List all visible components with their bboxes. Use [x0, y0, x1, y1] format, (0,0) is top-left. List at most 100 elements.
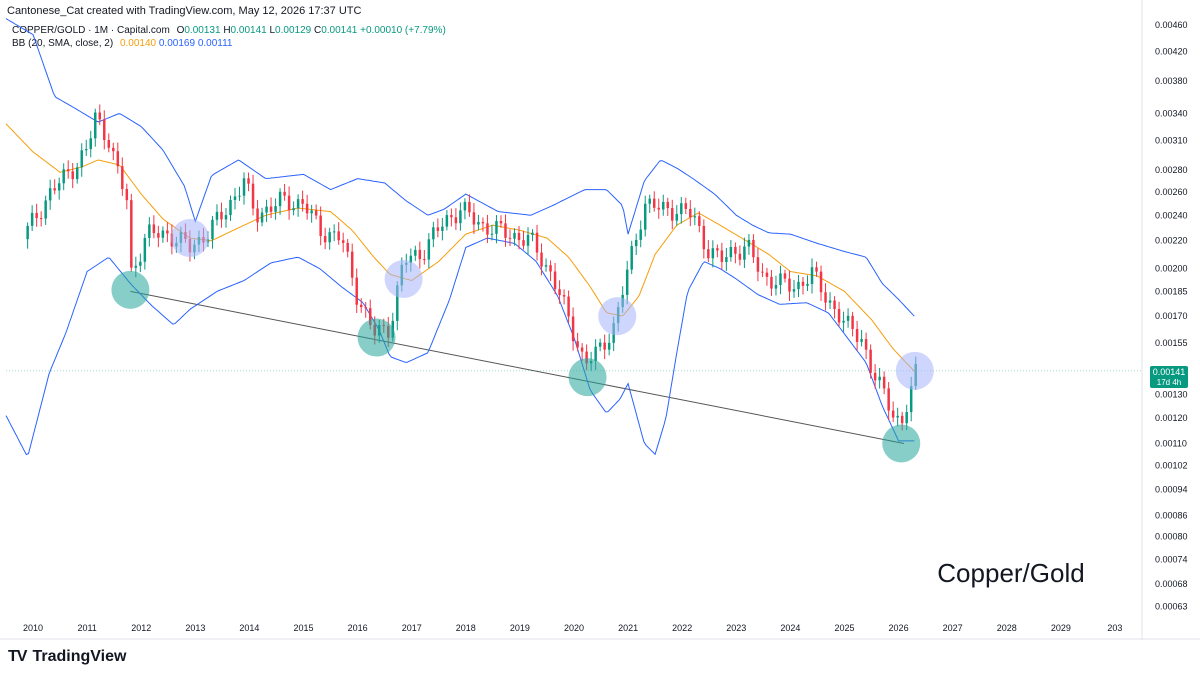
candle-body — [26, 225, 29, 240]
candle-body — [57, 183, 61, 191]
candle-body — [900, 415, 904, 424]
ohlc-change: +0.00010 (+7.79%) — [360, 25, 446, 36]
bb-label[interactable]: BB (20, SMA, close, 2) — [12, 38, 114, 49]
candle-body — [671, 208, 674, 221]
candle-body — [891, 410, 895, 418]
y-tick-label: 0.00170 — [1155, 311, 1188, 321]
candle-body — [477, 221, 480, 225]
candle-body — [359, 304, 363, 308]
candle-body — [369, 308, 372, 326]
candle-body — [562, 295, 566, 297]
candle-body — [436, 227, 440, 231]
candle-body — [693, 216, 697, 218]
candle-body — [396, 285, 399, 321]
candle-body — [684, 203, 688, 209]
x-tick-label: 2024 — [780, 623, 800, 633]
candle-body — [526, 234, 530, 246]
y-tick-label: 0.00185 — [1155, 286, 1188, 296]
x-tick-label: 203 — [1107, 623, 1122, 633]
candle-body — [517, 232, 521, 241]
candle-body — [743, 246, 746, 260]
y-tick-label: 0.00063 — [1155, 602, 1188, 612]
candle-body — [734, 246, 737, 254]
y-tick-label: 0.00110 — [1155, 439, 1187, 449]
green-circle-marker — [568, 358, 607, 397]
candle-body — [842, 320, 845, 323]
ohlc-close: C0.00141 — [313, 25, 358, 36]
y-tick-label: 0.00310 — [1155, 135, 1188, 145]
y-tick-label: 0.00220 — [1155, 236, 1188, 246]
candle-body — [242, 178, 246, 196]
candle-body — [639, 229, 642, 240]
price-tag-value: 0.00141 — [1153, 367, 1186, 377]
blue-circle-marker — [170, 219, 209, 258]
candle-body — [251, 183, 255, 209]
candle-body — [468, 201, 471, 213]
x-tick-label: 2011 — [77, 623, 96, 633]
bb-upper-band — [5, 18, 915, 317]
x-tick-label: 2025 — [834, 623, 854, 633]
green-circle-marker — [882, 424, 921, 463]
y-tick-label: 0.00086 — [1155, 511, 1188, 521]
y-tick-label: 0.00380 — [1155, 76, 1188, 86]
candle-body — [873, 372, 877, 381]
y-tick-label: 0.00340 — [1155, 108, 1188, 118]
bb-lower-band — [5, 237, 915, 456]
x-tick-label: 2021 — [618, 623, 638, 633]
candle-body — [783, 273, 787, 279]
candle-body — [445, 215, 449, 227]
candle-body — [472, 212, 476, 225]
candle-body — [80, 150, 83, 168]
candle-body — [427, 239, 431, 260]
candle-body — [274, 206, 277, 212]
tradingview-brand[interactable]: TV TradingView — [8, 648, 126, 666]
candle-body — [161, 230, 165, 238]
candle-body — [738, 253, 742, 260]
candle-body — [94, 112, 97, 139]
bb-upper-value: 0.00169 — [158, 38, 196, 49]
candle-body — [292, 208, 295, 211]
candle-body — [625, 269, 629, 295]
candle-body — [296, 199, 300, 209]
price-tag-box — [1150, 366, 1188, 388]
candle-body — [657, 207, 660, 210]
candle-body — [855, 328, 859, 342]
candle-body — [675, 214, 679, 221]
candle-body — [702, 225, 706, 250]
ohlc-open: O0.00131 — [176, 25, 221, 36]
candle-body — [265, 206, 268, 213]
blue-circle-marker — [384, 260, 423, 299]
candle-body — [662, 201, 665, 210]
candle-body — [815, 267, 818, 272]
x-tick-label: 2022 — [672, 623, 692, 633]
candle-body — [44, 200, 47, 219]
candle-body — [441, 226, 444, 231]
candle-body — [504, 223, 507, 238]
candle-body — [653, 198, 656, 208]
candle-body — [414, 249, 417, 256]
tradingview-logo: TV — [8, 648, 27, 665]
candle-body — [337, 231, 340, 241]
candle-body — [801, 281, 805, 286]
price-tag-countdown: 17d 4h — [1157, 378, 1181, 387]
candle-body — [130, 200, 133, 268]
candle-body — [355, 277, 358, 305]
candle-body — [30, 212, 34, 226]
candle-body — [89, 138, 92, 150]
candle-body — [229, 199, 232, 216]
candle-body — [909, 386, 913, 413]
candle-body — [698, 216, 701, 226]
symbol-label[interactable]: COPPER/GOLD · 1M · Capital.com — [12, 25, 170, 36]
candle-body — [319, 215, 322, 237]
x-tick-label: 2016 — [348, 623, 368, 633]
candle-body — [756, 257, 760, 272]
candle-body — [269, 206, 273, 212]
candle-body — [630, 246, 633, 270]
y-tick-label: 0.00155 — [1155, 338, 1188, 348]
candle-body — [576, 341, 579, 348]
candle-body — [765, 272, 769, 277]
candle-body — [797, 281, 800, 290]
candle-body — [139, 261, 142, 266]
candle-body — [148, 224, 151, 238]
